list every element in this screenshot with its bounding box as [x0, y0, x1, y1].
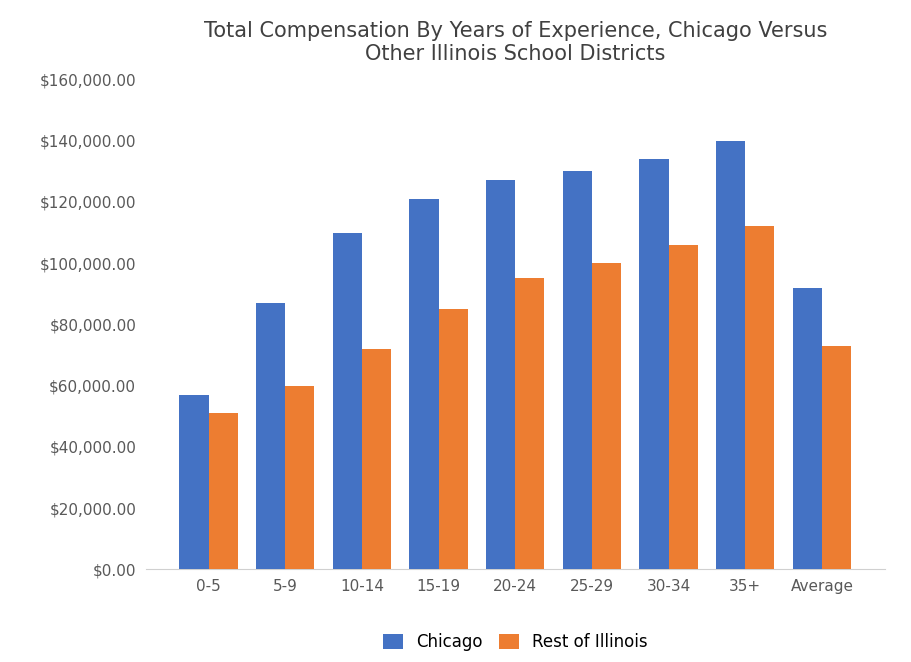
Bar — [209, 413, 238, 569]
Bar — [486, 181, 515, 569]
Bar — [362, 349, 391, 569]
Bar — [285, 385, 314, 569]
Bar — [744, 226, 773, 569]
Bar — [409, 199, 438, 569]
Bar — [792, 287, 821, 569]
Bar — [562, 171, 591, 569]
Bar — [668, 245, 697, 569]
Bar — [715, 140, 744, 569]
Bar — [438, 309, 467, 569]
Bar — [821, 346, 850, 569]
Legend: Chicago, Rest of Illinois: Chicago, Rest of Illinois — [375, 627, 654, 658]
Bar — [515, 279, 544, 569]
Title: Total Compensation By Years of Experience, Chicago Versus
Other Illinois School : Total Compensation By Years of Experienc… — [203, 21, 826, 64]
Bar — [639, 159, 668, 569]
Bar — [256, 303, 285, 569]
Bar — [591, 263, 620, 569]
Bar — [179, 395, 209, 569]
Bar — [333, 232, 362, 569]
